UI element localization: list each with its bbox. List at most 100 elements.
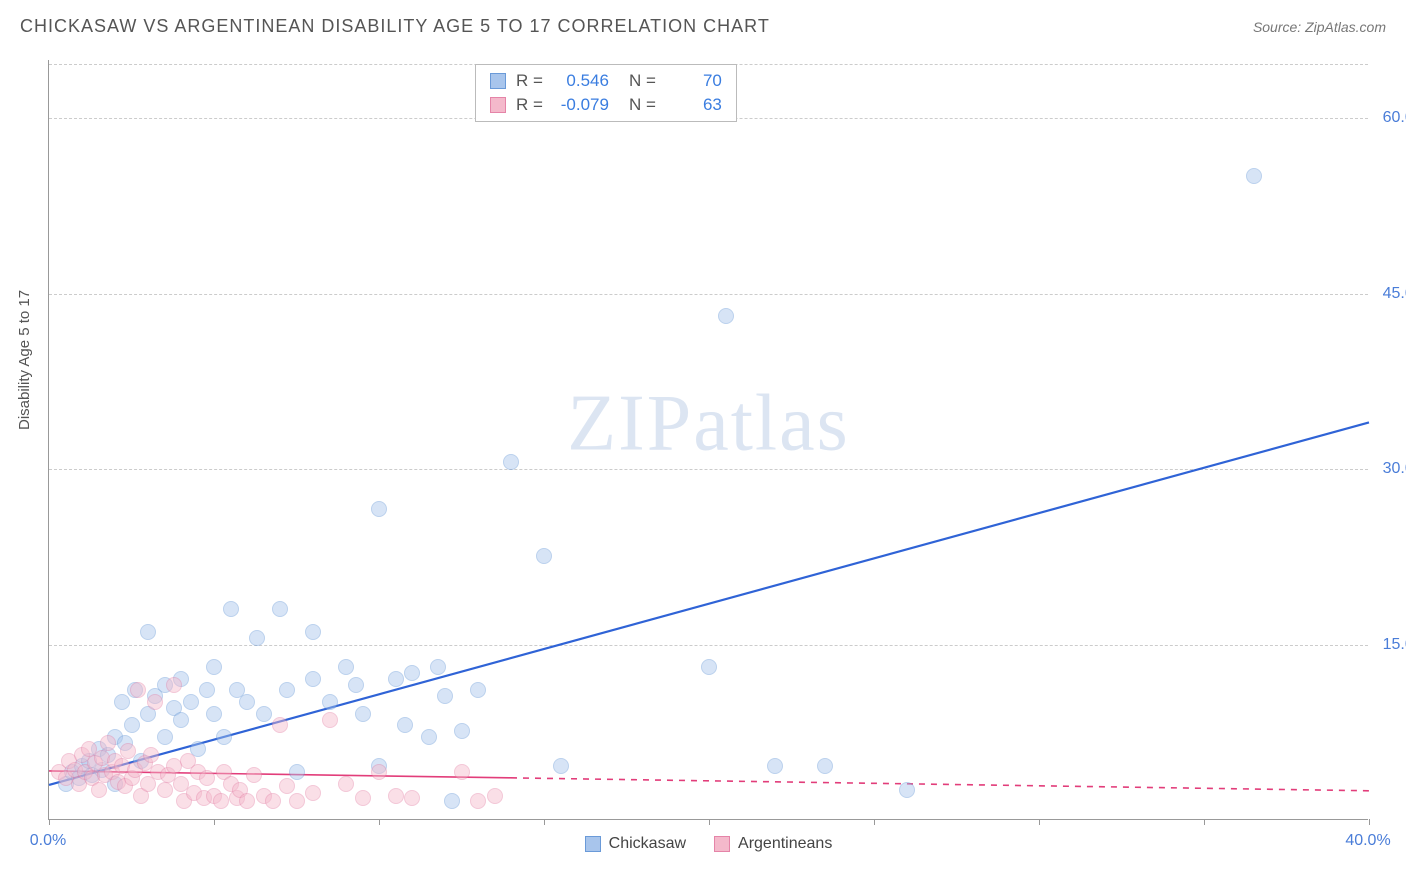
data-point xyxy=(120,743,136,759)
data-point xyxy=(206,659,222,675)
data-point xyxy=(454,764,470,780)
y-tick-label: 30.0% xyxy=(1383,460,1406,478)
data-point xyxy=(91,782,107,798)
data-point xyxy=(470,793,486,809)
data-point xyxy=(388,671,404,687)
data-point xyxy=(371,501,387,517)
data-point xyxy=(249,630,265,646)
data-point xyxy=(157,782,173,798)
grid-line xyxy=(49,469,1368,470)
data-point xyxy=(173,712,189,728)
data-point xyxy=(817,758,833,774)
x-tick-label: 0.0% xyxy=(30,832,66,850)
data-point xyxy=(397,717,413,733)
swatch-argentineans xyxy=(490,97,506,113)
data-point xyxy=(265,793,281,809)
data-point xyxy=(223,601,239,617)
data-point xyxy=(437,688,453,704)
data-point xyxy=(371,764,387,780)
swatch-chickasaw xyxy=(490,73,506,89)
stats-legend: R = 0.546 N = 70 R = -0.079 N = 63 xyxy=(475,64,737,122)
data-point xyxy=(183,694,199,710)
data-point xyxy=(767,758,783,774)
x-tick xyxy=(49,819,50,825)
data-point xyxy=(305,785,321,801)
data-point xyxy=(140,624,156,640)
data-point xyxy=(355,706,371,722)
r-value-argentineans: -0.079 xyxy=(553,93,609,117)
r-value-chickasaw: 0.546 xyxy=(553,69,609,93)
data-point xyxy=(239,694,255,710)
data-point xyxy=(199,682,215,698)
data-point xyxy=(454,723,470,739)
legend-label-argentineans: Argentineans xyxy=(738,835,832,853)
data-point xyxy=(124,717,140,733)
data-point xyxy=(430,659,446,675)
y-axis-label: Disability Age 5 to 17 xyxy=(16,290,33,430)
data-point xyxy=(143,747,159,763)
x-tick xyxy=(379,819,380,825)
data-point xyxy=(444,793,460,809)
data-point xyxy=(322,694,338,710)
data-point xyxy=(216,729,232,745)
n-label: N = xyxy=(629,93,656,117)
data-point xyxy=(305,671,321,687)
legend-label-chickasaw: Chickasaw xyxy=(609,835,686,853)
data-point xyxy=(272,717,288,733)
data-point xyxy=(388,788,404,804)
y-tick-label: 60.0% xyxy=(1383,109,1406,127)
swatch-chickasaw xyxy=(585,836,601,852)
x-tick xyxy=(214,819,215,825)
data-point xyxy=(246,767,262,783)
data-point xyxy=(305,624,321,640)
stats-row-argentineans: R = -0.079 N = 63 xyxy=(490,93,722,117)
data-point xyxy=(718,308,734,324)
data-point xyxy=(348,677,364,693)
grid-line xyxy=(49,294,1368,295)
plot-area: ZIPatlas 15.0%30.0%45.0%60.0% R = 0.546 … xyxy=(48,60,1368,820)
chart-title: CHICKASAW VS ARGENTINEAN DISABILITY AGE … xyxy=(20,16,770,37)
x-tick-label: 40.0% xyxy=(1345,832,1390,850)
data-point xyxy=(1246,168,1262,184)
x-tick xyxy=(874,819,875,825)
data-point xyxy=(899,782,915,798)
data-point xyxy=(338,659,354,675)
data-point xyxy=(404,790,420,806)
data-point xyxy=(421,729,437,745)
data-point xyxy=(157,729,173,745)
data-point xyxy=(289,793,305,809)
data-point xyxy=(279,682,295,698)
grid-line xyxy=(49,645,1368,646)
x-tick xyxy=(1369,819,1370,825)
x-tick xyxy=(1039,819,1040,825)
data-point xyxy=(206,706,222,722)
data-point xyxy=(355,790,371,806)
data-point xyxy=(701,659,717,675)
data-point xyxy=(536,548,552,564)
y-tick-label: 45.0% xyxy=(1383,285,1406,303)
source-label: Source: ZipAtlas.com xyxy=(1253,19,1386,35)
data-point xyxy=(256,706,272,722)
data-point xyxy=(213,793,229,809)
data-point xyxy=(199,770,215,786)
data-point xyxy=(100,735,116,751)
r-label: R = xyxy=(516,93,543,117)
data-point xyxy=(279,778,295,794)
r-label: R = xyxy=(516,69,543,93)
series-legend: Chickasaw Argentineans xyxy=(49,835,1368,853)
data-point xyxy=(239,793,255,809)
data-point xyxy=(322,712,338,728)
data-point xyxy=(503,454,519,470)
x-tick xyxy=(544,819,545,825)
legend-item-argentineans: Argentineans xyxy=(714,835,832,853)
data-point xyxy=(166,677,182,693)
swatch-argentineans xyxy=(714,836,730,852)
x-tick xyxy=(1204,819,1205,825)
data-point xyxy=(114,694,130,710)
stats-row-chickasaw: R = 0.546 N = 70 xyxy=(490,69,722,93)
data-point xyxy=(470,682,486,698)
data-point xyxy=(338,776,354,792)
data-point xyxy=(272,601,288,617)
n-label: N = xyxy=(629,69,656,93)
data-point xyxy=(130,682,146,698)
